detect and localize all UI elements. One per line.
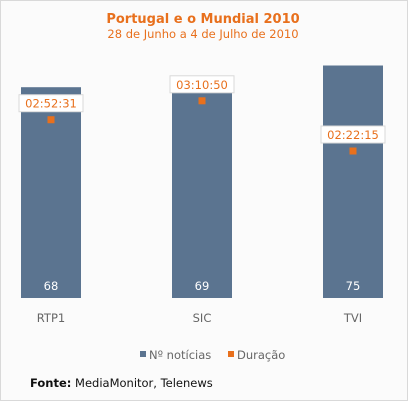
source-note: Fonte: MediaMonitor, Telenews — [30, 376, 213, 390]
duration-marker — [349, 147, 357, 155]
legend-swatch — [140, 351, 146, 357]
duration-value-label: 02:22:15 — [327, 128, 379, 142]
source-text: MediaMonitor, Telenews — [71, 376, 213, 390]
duration-label-box — [169, 75, 235, 94]
duration-label-box — [320, 125, 386, 144]
duration-value-label: 03:10:50 — [176, 78, 228, 92]
chart-subtitle: 28 de Junho a 4 de Julho de 2010 — [107, 27, 299, 41]
duration-value-label: 02:52:31 — [25, 97, 77, 111]
source-label: Fonte: — [30, 376, 72, 390]
bar-sic — [172, 84, 232, 298]
bar-value-label: 75 — [346, 279, 361, 293]
category-label: RTP1 — [37, 311, 65, 325]
legend-swatch — [228, 351, 234, 357]
legend-entry: Duração — [237, 348, 285, 362]
category-label: TVI — [343, 311, 362, 325]
bar-value-label: 69 — [195, 279, 210, 293]
bar-tvi — [323, 65, 383, 298]
chart-title: Portugal e o Mundial 2010 — [106, 12, 300, 27]
bar-value-label: 68 — [44, 279, 59, 293]
duration-label-box — [18, 94, 84, 113]
category-label: SIC — [193, 311, 212, 325]
duration-marker — [198, 97, 206, 105]
legend-entry: Nº notícias — [149, 348, 211, 362]
duration-marker — [47, 116, 55, 124]
